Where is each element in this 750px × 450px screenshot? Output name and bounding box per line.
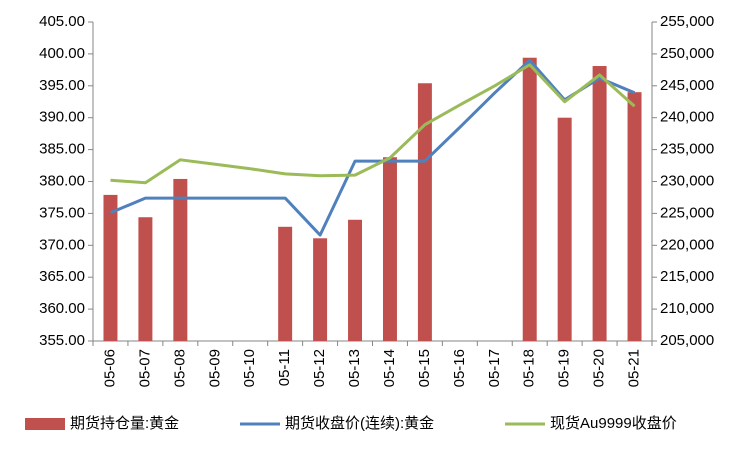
line bbox=[110, 63, 636, 185]
x-tick-label: 05-14 bbox=[381, 349, 398, 387]
x-tick-label: 05-08 bbox=[171, 349, 188, 387]
legend-label: 期货收盘价(连续):黄金 bbox=[285, 414, 434, 432]
bar bbox=[278, 226, 293, 341]
x-tick-label: 05-15 bbox=[416, 349, 433, 387]
x-tick-label: 05-09 bbox=[206, 349, 223, 387]
bar bbox=[417, 83, 432, 342]
bar bbox=[138, 217, 153, 341]
y-tick-label: 390.00 bbox=[39, 109, 85, 126]
x-tick-label: 05-18 bbox=[521, 349, 538, 387]
bar bbox=[627, 92, 642, 342]
bar bbox=[348, 219, 363, 341]
x-tick-label: 05-11 bbox=[276, 349, 293, 386]
x-tick-label: 05-21 bbox=[626, 349, 643, 387]
x-tick-label: 05-10 bbox=[241, 349, 258, 387]
line bbox=[109, 58, 636, 237]
y-tick-label: 360.00 bbox=[39, 300, 85, 317]
y2-tick-label: 240,000 bbox=[660, 109, 714, 126]
bar bbox=[557, 117, 572, 341]
y2-tick-label: 205,000 bbox=[660, 332, 714, 349]
y-tick-label: 395.00 bbox=[39, 77, 85, 94]
y-tick-label: 400.00 bbox=[39, 45, 85, 62]
y2-tick-label: 250,000 bbox=[660, 45, 714, 62]
y2-tick-label: 225,000 bbox=[660, 204, 714, 221]
bar bbox=[592, 66, 607, 341]
x-tick-label: 05-16 bbox=[451, 349, 468, 387]
x-tick-label: 05-12 bbox=[311, 349, 328, 387]
x-tick-label: 05-19 bbox=[556, 349, 573, 387]
y2-tick-label: 220,000 bbox=[660, 236, 714, 253]
y-tick-label: 380.00 bbox=[39, 172, 85, 189]
x-tick-label: 05-13 bbox=[346, 349, 363, 387]
bar bbox=[382, 157, 397, 341]
legend-label: 现货Au9999收盘价 bbox=[550, 414, 677, 432]
legend-swatch bbox=[25, 418, 65, 430]
x-tick-label: 05-06 bbox=[101, 349, 118, 387]
y2-tick-label: 215,000 bbox=[660, 268, 714, 285]
bar bbox=[103, 194, 118, 341]
y-tick-label: 375.00 bbox=[39, 204, 85, 221]
bar bbox=[313, 238, 328, 341]
legend-label: 期货持仓量:黄金 bbox=[70, 415, 179, 432]
y2-tick-label: 255,000 bbox=[660, 13, 714, 30]
y2-tick-label: 230,000 bbox=[660, 172, 714, 189]
x-tick-label: 05-07 bbox=[136, 349, 153, 387]
y-tick-label: 370.00 bbox=[39, 236, 85, 253]
y-tick-label: 385.00 bbox=[39, 141, 85, 158]
y2-tick-label: 245,000 bbox=[660, 77, 714, 94]
x-tick-label: 05-17 bbox=[486, 349, 503, 387]
bar bbox=[173, 178, 188, 341]
y2-tick-label: 235,000 bbox=[660, 141, 714, 158]
y-tick-label: 405.00 bbox=[39, 13, 85, 30]
y2-tick-label: 210,000 bbox=[660, 300, 714, 317]
y-tick-label: 355.00 bbox=[39, 332, 85, 349]
y-tick-label: 365.00 bbox=[39, 268, 85, 285]
x-tick-label: 05-20 bbox=[591, 349, 608, 387]
bar bbox=[522, 57, 537, 342]
